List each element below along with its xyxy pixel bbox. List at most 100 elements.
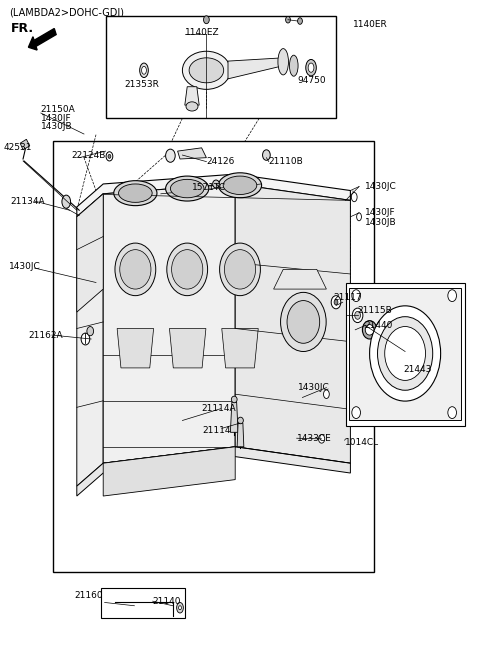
Polygon shape (77, 194, 103, 486)
Ellipse shape (352, 290, 360, 302)
Polygon shape (117, 328, 154, 368)
Ellipse shape (166, 176, 209, 201)
Polygon shape (77, 174, 350, 217)
Ellipse shape (167, 243, 208, 296)
Text: 21443: 21443 (403, 365, 432, 374)
Polygon shape (228, 58, 283, 79)
Ellipse shape (170, 179, 204, 198)
Text: 21140: 21140 (153, 597, 181, 606)
Text: 42531: 42531 (4, 143, 32, 152)
Text: 1140EZ: 1140EZ (185, 28, 219, 37)
Text: 24126: 24126 (206, 157, 235, 166)
Text: 21115B: 21115B (358, 306, 392, 315)
Bar (106, 16, 336, 118)
Ellipse shape (370, 306, 441, 401)
Ellipse shape (448, 407, 456, 419)
Ellipse shape (179, 606, 181, 610)
Ellipse shape (308, 63, 314, 72)
Ellipse shape (352, 308, 363, 323)
Ellipse shape (351, 193, 357, 202)
Ellipse shape (225, 250, 255, 289)
Polygon shape (230, 402, 238, 432)
Polygon shape (178, 148, 206, 159)
Ellipse shape (166, 149, 175, 162)
Ellipse shape (306, 60, 316, 76)
Text: 1433CE: 1433CE (297, 434, 331, 443)
Ellipse shape (119, 184, 152, 202)
Bar (53, 141, 374, 572)
Text: 21117: 21117 (334, 293, 362, 302)
Ellipse shape (289, 55, 298, 76)
Text: 21110B: 21110B (269, 157, 303, 166)
Polygon shape (222, 328, 258, 368)
Ellipse shape (357, 213, 361, 221)
Polygon shape (103, 184, 235, 463)
Ellipse shape (219, 243, 260, 296)
Ellipse shape (263, 150, 270, 160)
Ellipse shape (448, 290, 456, 302)
Ellipse shape (287, 301, 320, 344)
Ellipse shape (106, 152, 113, 161)
Ellipse shape (231, 396, 237, 403)
Text: 21114: 21114 (203, 426, 231, 435)
Ellipse shape (355, 311, 360, 319)
Ellipse shape (324, 390, 329, 398)
Ellipse shape (182, 51, 230, 89)
Ellipse shape (140, 63, 148, 78)
Ellipse shape (108, 154, 111, 158)
Ellipse shape (204, 16, 209, 24)
Ellipse shape (186, 102, 198, 111)
Text: 1430JB: 1430JB (365, 217, 396, 227)
Ellipse shape (81, 333, 90, 345)
Ellipse shape (62, 195, 71, 208)
Text: 21134A: 21134A (11, 196, 45, 206)
Text: 1430JF: 1430JF (41, 114, 72, 123)
Ellipse shape (319, 435, 325, 443)
Ellipse shape (115, 243, 156, 296)
Text: 94750: 94750 (298, 76, 326, 85)
Polygon shape (274, 269, 326, 289)
FancyArrow shape (28, 28, 56, 50)
Text: FR.: FR. (11, 22, 34, 35)
Ellipse shape (177, 602, 183, 613)
Ellipse shape (189, 58, 224, 83)
Polygon shape (169, 328, 206, 368)
Polygon shape (20, 139, 30, 150)
Text: 1014CL: 1014CL (345, 438, 379, 447)
Ellipse shape (223, 176, 257, 194)
Bar (101, 588, 185, 618)
Ellipse shape (87, 327, 94, 336)
Text: 1430JC: 1430JC (9, 261, 40, 271)
Ellipse shape (114, 181, 157, 206)
Ellipse shape (377, 317, 433, 390)
Text: 1571TC: 1571TC (192, 183, 226, 193)
Polygon shape (77, 194, 103, 312)
Ellipse shape (286, 16, 290, 23)
Ellipse shape (331, 296, 341, 309)
Polygon shape (349, 288, 461, 420)
Text: 21160: 21160 (74, 591, 103, 600)
Text: 1430JF: 1430JF (365, 208, 396, 217)
Polygon shape (235, 184, 350, 463)
Polygon shape (185, 87, 199, 105)
Text: 21353R: 21353R (125, 79, 160, 89)
Text: 21150A: 21150A (41, 105, 75, 114)
Text: 1430JC: 1430JC (298, 383, 329, 392)
Ellipse shape (238, 417, 243, 424)
Ellipse shape (278, 49, 288, 75)
Ellipse shape (362, 321, 377, 339)
Text: 1430JB: 1430JB (41, 122, 72, 131)
Text: 21440: 21440 (365, 321, 393, 330)
Text: (LAMBDA2>DOHC-GDI): (LAMBDA2>DOHC-GDI) (10, 8, 125, 18)
Text: 22124B: 22124B (71, 151, 106, 160)
Text: 21162A: 21162A (29, 330, 63, 340)
Ellipse shape (352, 407, 360, 419)
Ellipse shape (213, 180, 219, 188)
Polygon shape (103, 447, 235, 496)
Ellipse shape (142, 66, 146, 74)
Ellipse shape (172, 250, 203, 289)
Ellipse shape (120, 250, 151, 289)
Ellipse shape (280, 292, 326, 351)
Bar (346, 283, 465, 426)
Polygon shape (77, 447, 350, 496)
